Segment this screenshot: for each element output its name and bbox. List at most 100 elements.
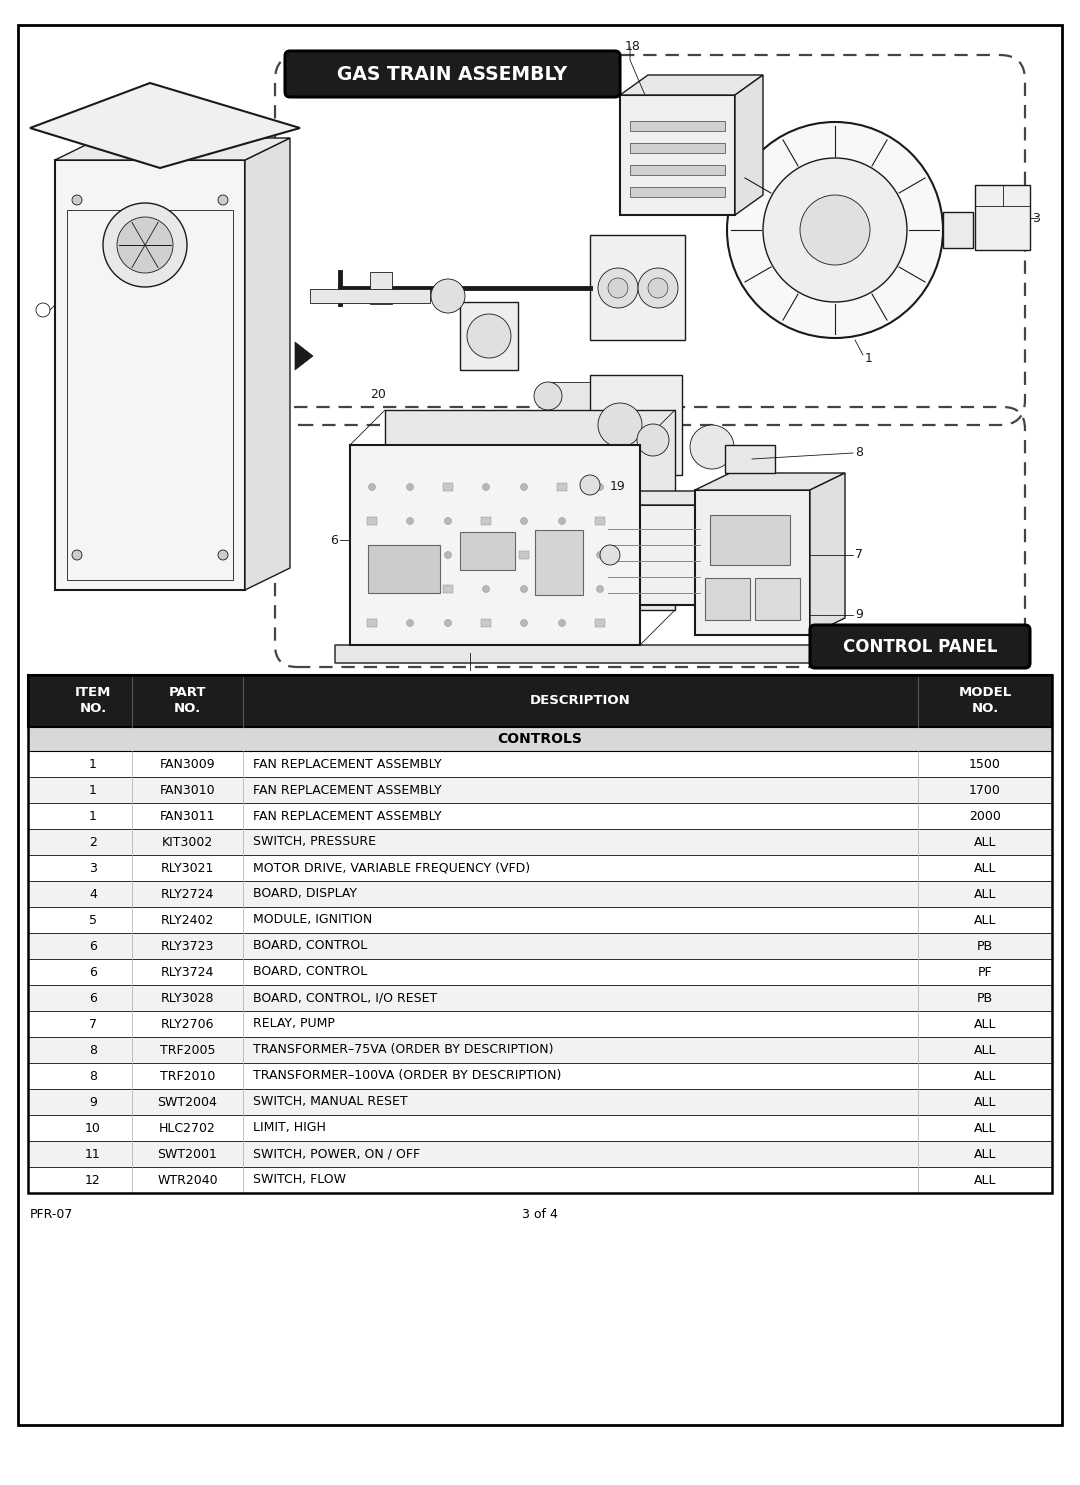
Text: TRF2005: TRF2005	[160, 1044, 215, 1056]
Circle shape	[600, 545, 620, 564]
Bar	[28, 907, 1052, 933]
Bar	[595, 517, 605, 526]
Bar	[481, 517, 491, 526]
Text: 6: 6	[89, 992, 97, 1004]
Text: PB: PB	[977, 992, 994, 1004]
Text: ALL: ALL	[974, 1044, 996, 1056]
Circle shape	[103, 203, 187, 287]
Bar	[28, 777, 1052, 803]
Text: ALL: ALL	[974, 1017, 996, 1031]
Circle shape	[72, 549, 82, 560]
Text: 12: 12	[85, 1173, 100, 1187]
Bar	[535, 530, 583, 595]
Bar	[367, 619, 377, 627]
Text: BOARD, CONTROL: BOARD, CONTROL	[253, 965, 367, 979]
Text: TRANSFORMER–100VA (ORDER BY DESCRIPTION): TRANSFORMER–100VA (ORDER BY DESCRIPTION)	[253, 1069, 562, 1083]
Text: MODEL
NO.: MODEL NO.	[958, 686, 1012, 716]
Circle shape	[558, 619, 566, 627]
Bar	[975, 186, 1030, 249]
Text: 9: 9	[89, 1096, 97, 1108]
Circle shape	[406, 517, 414, 524]
Bar	[28, 1063, 1052, 1089]
Text: PART
NO.: PART NO.	[168, 686, 206, 716]
Text: 1500: 1500	[969, 757, 1001, 771]
Text: 4: 4	[89, 888, 97, 900]
Circle shape	[445, 517, 451, 524]
Circle shape	[218, 195, 228, 205]
Bar	[28, 1140, 1052, 1167]
Text: 7: 7	[89, 1017, 97, 1031]
Text: FAN REPLACEMENT ASSEMBLY: FAN REPLACEMENT ASSEMBLY	[253, 809, 442, 823]
Bar	[28, 1167, 1052, 1192]
Text: RLY2402: RLY2402	[161, 913, 214, 927]
Circle shape	[558, 551, 566, 558]
Circle shape	[690, 425, 734, 469]
Circle shape	[521, 484, 527, 490]
Polygon shape	[384, 410, 675, 610]
Bar	[28, 1011, 1052, 1037]
Circle shape	[521, 585, 527, 593]
Circle shape	[368, 585, 376, 593]
Text: 3 of 4: 3 of 4	[522, 1209, 558, 1222]
Text: CONTROLS: CONTROLS	[498, 732, 582, 745]
Circle shape	[637, 425, 669, 456]
Text: 3: 3	[89, 861, 97, 875]
Text: ALL: ALL	[974, 861, 996, 875]
Bar	[620, 95, 735, 215]
Bar	[368, 545, 440, 593]
Circle shape	[608, 278, 627, 298]
Text: CONTROL PANEL: CONTROL PANEL	[842, 637, 997, 655]
Text: TRF2010: TRF2010	[160, 1069, 215, 1083]
Polygon shape	[810, 474, 845, 636]
Bar	[405, 551, 415, 558]
Text: KIT3002: KIT3002	[162, 836, 213, 848]
Text: 20: 20	[370, 389, 386, 401]
Circle shape	[596, 551, 604, 558]
Text: PB: PB	[977, 940, 994, 952]
Text: FAN3009: FAN3009	[160, 757, 215, 771]
Circle shape	[598, 402, 642, 447]
Circle shape	[368, 551, 376, 558]
Text: 8: 8	[89, 1069, 97, 1083]
Polygon shape	[696, 474, 845, 490]
Bar	[630, 187, 725, 198]
Bar	[630, 143, 725, 153]
Text: ALL: ALL	[974, 1096, 996, 1108]
Text: FAN3010: FAN3010	[160, 784, 215, 796]
Bar	[28, 676, 1052, 1192]
Bar	[443, 483, 453, 492]
Text: PFR-07: PFR-07	[30, 1209, 73, 1222]
Text: 19: 19	[610, 481, 625, 493]
Text: 2: 2	[89, 836, 97, 848]
Polygon shape	[30, 83, 300, 168]
Polygon shape	[55, 138, 291, 160]
Circle shape	[36, 303, 50, 316]
Bar	[600, 505, 708, 604]
Circle shape	[558, 517, 566, 524]
Bar	[28, 676, 1052, 728]
Bar	[28, 1037, 1052, 1063]
Text: SWITCH, POWER, ON / OFF: SWITCH, POWER, ON / OFF	[253, 1148, 420, 1160]
Bar	[28, 1089, 1052, 1115]
Bar	[548, 382, 600, 410]
Text: ALL: ALL	[974, 1173, 996, 1187]
Circle shape	[580, 475, 600, 495]
Text: 8: 8	[89, 1044, 97, 1056]
Text: BOARD, DISPLAY: BOARD, DISPLAY	[253, 888, 357, 900]
Bar	[755, 578, 800, 621]
Text: RLY2724: RLY2724	[161, 888, 214, 900]
Text: TRANSFORMER–75VA (ORDER BY DESCRIPTION): TRANSFORMER–75VA (ORDER BY DESCRIPTION)	[253, 1044, 554, 1056]
Polygon shape	[735, 76, 762, 215]
Text: 3: 3	[1032, 211, 1040, 224]
Text: 1: 1	[89, 757, 97, 771]
Bar	[350, 446, 640, 644]
Text: 9: 9	[855, 609, 863, 622]
Text: 1: 1	[89, 784, 97, 796]
Bar	[370, 272, 392, 304]
FancyBboxPatch shape	[285, 50, 620, 97]
Bar	[630, 120, 725, 131]
Polygon shape	[335, 644, 870, 662]
Circle shape	[445, 551, 451, 558]
Text: 6: 6	[89, 965, 97, 979]
Text: SWITCH, PRESSURE: SWITCH, PRESSURE	[253, 836, 376, 848]
